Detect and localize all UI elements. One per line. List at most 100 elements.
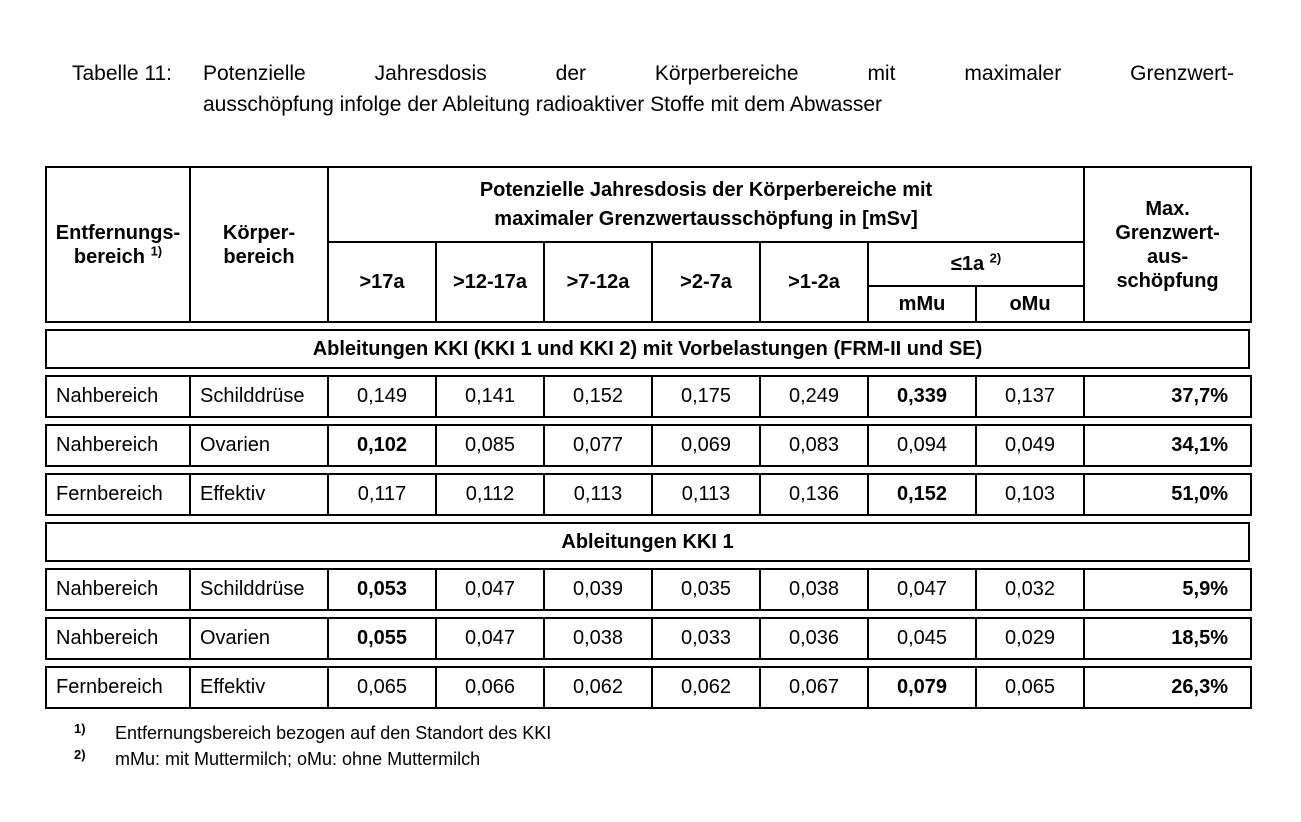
column-header-age-12-17a: >12-17a [435,241,545,323]
dose-cell: 0,113 [543,473,653,516]
body-cell: Ovarien [189,424,329,467]
dose-cell: 0,249 [759,375,869,418]
dose-cell: 0,079 [867,666,977,709]
dose-table: Entfernungs- bereich 1) Körper- bereich … [45,166,1253,709]
dose-cell: 0,152 [867,473,977,516]
dose-cell: 0,049 [975,424,1085,467]
dose-cell: 0,103 [975,473,1085,516]
max-line4: schöpfung [1116,269,1219,292]
footnote-1-text: Entfernungsbereich bezogen auf den Stand… [115,723,552,743]
dose-cell: 0,137 [975,375,1085,418]
column-header-koerperbereich: Körper- bereich [189,166,329,323]
dose-cell: 0,117 [327,473,437,516]
dose-cell: 0,067 [759,666,869,709]
footnote-1: 1) Entfernungsbereich bezogen auf den St… [74,720,551,746]
dose-cell: 0,036 [759,617,869,660]
body-cell: Schilddrüse [189,375,329,418]
section-header-kki-1: Ableitungen KKI 1 [45,522,1250,562]
table-row: Nahbereich Schilddrüse 0,149 0,141 0,152… [45,375,1252,418]
dose-cell: 0,085 [435,424,545,467]
dose-cell: 0,065 [327,666,437,709]
dose-cell: 0,047 [435,617,545,660]
column-header-age-7-12a: >7-12a [543,241,653,323]
area-cell: Nahbereich [45,424,191,467]
dose-cell: 0,141 [435,375,545,418]
dose-cell: 0,047 [435,568,545,611]
table-caption-label: Tabelle 11: [72,62,173,85]
dose-cell: 0,065 [975,666,1085,709]
table-row: Nahbereich Ovarien 0,055 0,047 0,038 0,0… [45,617,1252,660]
entfernungsbereich-line2: bereich [73,245,146,268]
dose-cell: 0,062 [651,666,761,709]
dose-cell: 0,339 [867,375,977,418]
koerperbereich-line2: bereich [223,245,295,268]
column-header-entfernungsbereich: Entfernungs- bereich 1) [45,166,191,323]
dose-cell: 0,038 [543,617,653,660]
dose-cell: 0,032 [975,568,1085,611]
section-header-kki-1-und-2: Ableitungen KKI (KKI 1 und KKI 2) mit Vo… [45,329,1250,369]
dose-cell: 0,047 [867,568,977,611]
column-header-age-2-7a: >2-7a [651,241,761,323]
dose-cell: 0,083 [759,424,869,467]
area-cell: Nahbereich [45,375,191,418]
column-header-age-le1a: ≤1a 2) [866,241,1086,287]
footnote-2-text: mMu: mit Muttermilch; oMu: ohne Muttermi… [115,749,481,769]
area-cell: Nahbereich [45,568,191,611]
dose-cell: 0,038 [759,568,869,611]
dose-cell: 0,094 [867,424,977,467]
table-caption-text: Potenzielle Jahresdosis der Körperbereic… [203,58,1234,120]
table-header: Entfernungs- bereich 1) Körper- bereich … [45,166,1253,323]
column-header-max-grenzwertausschoepfung: Max. Grenzwert- aus- schöpfung [1083,166,1253,323]
max-cell: 34,1% [1083,424,1252,467]
dose-cell: 0,077 [543,424,653,467]
area-cell: Fernbereich [45,473,191,516]
max-line3: aus- [1146,245,1189,268]
body-cell: Schilddrüse [189,568,329,611]
dose-cell: 0,055 [327,617,437,660]
max-cell: 51,0% [1083,473,1252,516]
dose-cell: 0,113 [651,473,761,516]
dose-cell: 0,112 [435,473,545,516]
caption-line-2: ausschöpfung infolge der Ableitung radio… [203,93,883,116]
dose-cell: 0,069 [651,424,761,467]
dose-cell: 0,136 [759,473,869,516]
koerperbereich-line1: Körper- [222,221,296,244]
column-header-mmu: mMu [867,285,977,323]
body-cell: Ovarien [189,617,329,660]
area-cell: Nahbereich [45,617,191,660]
dose-cell: 0,029 [975,617,1085,660]
dose-cell: 0,066 [435,666,545,709]
dose-cell: 0,033 [651,617,761,660]
dose-span-line1: Potenzielle Jahresdosis der Körperbereic… [479,178,933,201]
dose-cell: 0,152 [543,375,653,418]
le1a-label: ≤1a [950,253,985,275]
footnote-1-marker: 1) [74,721,86,736]
table-row: Nahbereich Schilddrüse 0,053 0,047 0,039… [45,568,1252,611]
column-header-age-gt17a: >17a [327,241,437,323]
column-header-dose-span: Potenzielle Jahresdosis der Körperbereic… [326,166,1086,243]
body-cell: Effektiv [189,473,329,516]
column-header-age-1-2a: >1-2a [759,241,869,323]
footnote-2-marker: 2) [74,747,86,762]
caption-line-1: Potenzielle Jahresdosis der Körperbereic… [203,62,1234,85]
footnote-ref-2: 2) [989,250,1002,266]
column-header-omu: oMu [974,285,1086,323]
footnote-2: 2) mMu: mit Muttermilch; oMu: ohne Mutte… [74,746,551,772]
body-cell: Effektiv [189,666,329,709]
dose-cell: 0,175 [651,375,761,418]
dose-cell: 0,035 [651,568,761,611]
max-cell: 37,7% [1083,375,1252,418]
max-cell: 18,5% [1083,617,1252,660]
dose-cell: 0,149 [327,375,437,418]
dose-cell: 0,039 [543,568,653,611]
max-line2: Grenzwert- [1115,221,1220,244]
entfernungsbereich-line1: Entfernungs- [55,221,181,244]
table-row: Fernbereich Effektiv 0,117 0,112 0,113 0… [45,473,1252,516]
dose-span-line2: maximaler Grenzwertausschöpfung in [mSv] [494,207,918,230]
table-row: Nahbereich Ovarien 0,102 0,085 0,077 0,0… [45,424,1252,467]
dose-cell: 0,053 [327,568,437,611]
max-cell: 5,9% [1083,568,1252,611]
table-row: Fernbereich Effektiv 0,065 0,066 0,062 0… [45,666,1252,709]
max-line1: Max. [1145,197,1190,220]
footnote-ref-1: 1) [150,242,163,258]
